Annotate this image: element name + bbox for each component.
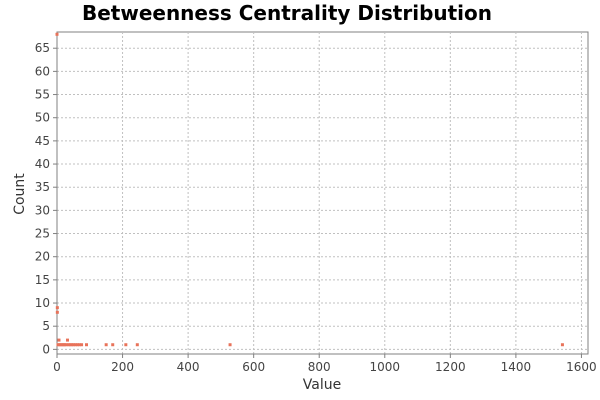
data-point	[111, 343, 115, 347]
y-tick-label: 35	[35, 180, 50, 194]
x-tick-label: 200	[111, 360, 134, 374]
y-tick-label: 40	[35, 157, 50, 171]
chart-title: Betweenness Centrality Distribution	[82, 1, 492, 25]
x-tick-label: 1000	[370, 360, 401, 374]
grid	[56, 32, 588, 354]
data-point	[75, 343, 79, 347]
x-axis-label: Value	[303, 377, 341, 393]
data-point	[55, 310, 59, 314]
data-point	[65, 338, 69, 342]
y-tick-label: 0	[42, 342, 50, 356]
y-tick-label: 30	[35, 203, 50, 217]
y-tick-label: 25	[35, 227, 50, 241]
data-point	[64, 343, 68, 347]
y-tick-label: 10	[35, 296, 50, 310]
data-point	[80, 343, 84, 347]
x-tick-label: 1600	[566, 360, 597, 374]
x-tick-label: 1400	[501, 360, 532, 374]
data-point	[70, 343, 74, 347]
y-tick-label: 5	[42, 319, 50, 333]
x-tick-label: 1200	[435, 360, 466, 374]
data-point	[85, 343, 88, 347]
y-tick-label: 15	[35, 273, 50, 287]
x-tick-label: 400	[177, 360, 200, 374]
axes	[53, 32, 588, 358]
data-point	[68, 343, 72, 347]
y-tick-label: 55	[35, 88, 50, 102]
y-axis-label: Count	[12, 173, 28, 215]
y-tick-label: 20	[35, 250, 50, 264]
y-tick-label: 45	[35, 134, 50, 148]
x-tick-label: 800	[308, 360, 331, 374]
data-point	[66, 343, 70, 347]
y-tick-label: 50	[35, 111, 50, 125]
x-tick-label: 0	[53, 360, 61, 374]
data-point	[55, 32, 59, 36]
tick-labels: 0 200 400 600 800 1000 1200 1400 1600 0 5 10 15 20 25 3…	[35, 41, 597, 374]
data-point	[104, 343, 108, 347]
data-point	[77, 343, 81, 347]
data-point	[560, 343, 564, 347]
y-tick-label: 60	[35, 64, 50, 78]
data-point	[124, 343, 128, 347]
data-point	[71, 343, 75, 347]
data-points	[55, 32, 564, 347]
data-point	[135, 343, 139, 347]
plot-area	[56, 31, 589, 355]
data-point	[56, 343, 60, 347]
y-tick-label: 65	[35, 41, 50, 55]
data-point	[57, 338, 61, 342]
x-tick-label: 600	[242, 360, 265, 374]
data-point	[228, 343, 232, 347]
data-point	[55, 306, 59, 310]
data-point	[73, 343, 77, 347]
